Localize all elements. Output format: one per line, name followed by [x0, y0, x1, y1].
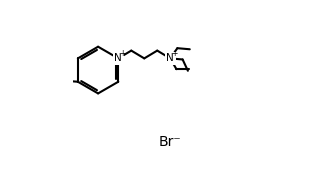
Text: N: N [166, 53, 174, 63]
Text: Br⁻: Br⁻ [159, 135, 181, 149]
Text: +: + [171, 49, 177, 58]
Text: +: + [119, 49, 126, 58]
Text: N: N [115, 53, 122, 63]
